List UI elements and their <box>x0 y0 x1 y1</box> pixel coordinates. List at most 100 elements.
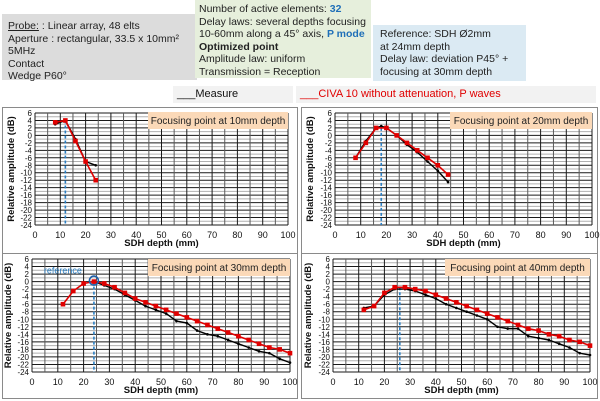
y-tick-label: 4 <box>28 116 33 125</box>
x-tick-label: 70 <box>207 230 217 240</box>
measure-point <box>516 327 520 330</box>
civa-point <box>91 279 97 284</box>
x-tick-label: 100 <box>584 230 599 240</box>
x-axis-label: SDH depth (mm) <box>124 385 198 396</box>
y-tick-label: -10 <box>17 315 29 324</box>
chart-title-box <box>445 259 590 276</box>
x-tick-label: 60 <box>482 377 492 387</box>
x-tick-label: 80 <box>534 377 544 387</box>
y-tick-label: -18 <box>318 345 330 354</box>
y-tick-label: -6 <box>25 154 33 163</box>
y-tick-label: -12 <box>17 323 29 332</box>
measure-point <box>247 346 251 349</box>
y-tick-label: -22 <box>318 360 330 369</box>
y-tick-label: -4 <box>22 293 30 302</box>
civa-point <box>153 303 159 309</box>
x-tick-label: 20 <box>79 377 89 387</box>
measure-point <box>424 293 427 297</box>
x-tick-label: 100 <box>282 377 297 387</box>
delay-laws-line2: 10-60mm along a 45° axis, <box>199 28 327 41</box>
measure-point <box>547 338 551 342</box>
civa-point <box>205 322 210 328</box>
y-tick-label: -14 <box>20 184 32 193</box>
x-tick-label: 40 <box>431 377 441 387</box>
civa-point <box>361 307 367 313</box>
measure-point <box>185 321 189 325</box>
y-tick-label: -24 <box>17 368 29 377</box>
measure-point <box>288 361 292 364</box>
y-tick-label: -12 <box>320 176 332 185</box>
y-tick-label: -2 <box>25 139 33 148</box>
civa-point <box>474 307 480 313</box>
reference-line1: Reference: SDH Ø2mm <box>380 28 491 40</box>
x-tick-label: 100 <box>280 230 295 240</box>
measure-point <box>144 304 147 308</box>
y-tick-label: 6 <box>328 109 333 118</box>
y-tick-label: 0 <box>328 131 333 140</box>
x-tick-label: 0 <box>32 230 37 240</box>
x-tick-label: 60 <box>484 230 494 240</box>
civa-point <box>423 288 428 294</box>
measure-point <box>446 180 450 184</box>
measure-series-line <box>93 280 291 364</box>
aperture-text: Aperture : rectangular, 33.5 x 10mm² <box>8 32 179 45</box>
x-tick-label: 80 <box>232 230 242 240</box>
y-tick-label: -10 <box>318 315 330 324</box>
chart-title-box <box>148 112 288 129</box>
x-tick-label: 10 <box>356 230 366 240</box>
y-tick-label: -24 <box>318 368 330 377</box>
measure-point <box>465 310 468 314</box>
x-tick-label: 90 <box>258 230 268 240</box>
y-tick-label: -6 <box>22 300 30 309</box>
y-tick-label: -20 <box>17 353 29 362</box>
measure-point <box>475 314 479 317</box>
y-axis-label: Relative amplitude (dB) <box>6 116 17 222</box>
civa-point <box>101 281 107 286</box>
y-tick-label: -22 <box>320 214 332 223</box>
civa-point <box>277 347 282 352</box>
civa-point <box>225 330 231 335</box>
measure-point <box>537 336 540 340</box>
civa-point <box>60 301 66 307</box>
civa-point <box>194 318 200 324</box>
civa-point <box>83 159 88 164</box>
measure-point <box>496 325 499 329</box>
x-axis-label: SDH depth (mm) <box>124 238 198 249</box>
x-tick-label: 20 <box>81 230 91 240</box>
y-tick-label: -8 <box>25 161 33 170</box>
y-tick-label: -20 <box>320 206 332 215</box>
active-elements-value: 32 <box>329 3 342 15</box>
civa-point <box>404 140 410 146</box>
y-tick-label: -6 <box>325 154 333 163</box>
civa-point <box>454 300 459 305</box>
civa-point <box>414 148 420 153</box>
y-tick-label: -4 <box>25 146 33 155</box>
x-tick-label: 50 <box>456 377 466 387</box>
civa-point <box>577 339 583 345</box>
civa-point <box>587 343 593 348</box>
civa-point <box>70 288 76 294</box>
x-tick-label: 90 <box>559 377 569 387</box>
x-tick-label: 40 <box>130 377 140 387</box>
measure-point <box>444 302 448 306</box>
measure-point <box>379 124 383 128</box>
y-axis-label: Relative amplitude (dB) <box>305 116 316 222</box>
x-tick-label: 0 <box>330 377 335 387</box>
civa-point <box>93 177 99 183</box>
y-tick-label: -8 <box>325 161 333 170</box>
y-tick-label: -4 <box>325 146 333 155</box>
delay-law-info-box: Number of active elements: 32 Delay laws… <box>195 0 371 78</box>
y-tick-label: -2 <box>325 139 333 148</box>
civa-point <box>515 322 521 328</box>
x-tick-label: 0 <box>29 377 34 387</box>
x-tick-label: 30 <box>106 230 116 240</box>
y-tick-label: -14 <box>318 330 330 339</box>
x-tick-label: 30 <box>407 230 417 240</box>
civa-point <box>174 311 179 316</box>
y-tick-label: -12 <box>20 176 32 185</box>
measure-point <box>164 312 168 315</box>
measure-point <box>216 334 220 338</box>
